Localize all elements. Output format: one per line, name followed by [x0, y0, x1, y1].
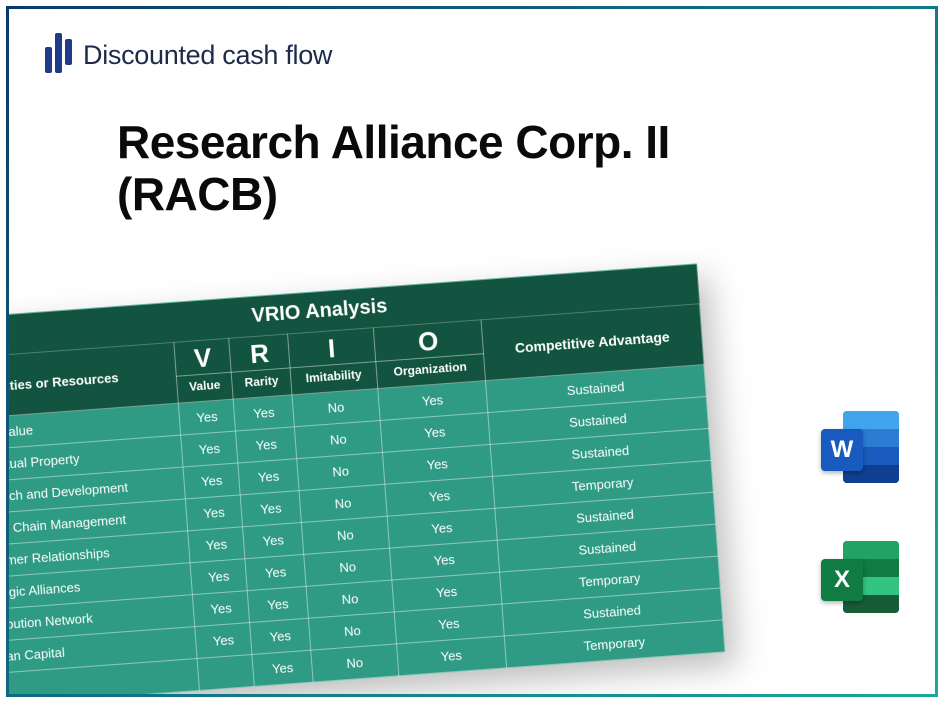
col-v-letter: V	[174, 338, 232, 376]
cell-r: Yes	[248, 586, 309, 622]
cell-i: No	[311, 644, 399, 682]
cell-r: Yes	[236, 427, 297, 463]
page-title: Research Alliance Corp. II (RACB)	[117, 117, 670, 220]
cell-r: Yes	[245, 554, 306, 590]
cell-r: Yes	[243, 523, 304, 559]
cell-v: Yes	[181, 431, 238, 467]
vrio-table-wrap: VRIO Analysis Capabilities or Resources …	[6, 263, 726, 697]
cell-o: Yes	[396, 636, 506, 676]
col-r-letter: R	[229, 334, 290, 372]
col-v-label: Value	[176, 372, 233, 403]
cell-r: Yes	[252, 650, 313, 686]
brand-mark-icon	[45, 33, 73, 77]
cell-r: Yes	[233, 395, 294, 431]
cell-r: Yes	[250, 618, 311, 654]
cell-v: Yes	[188, 527, 245, 563]
cell-v: Yes	[178, 399, 235, 435]
word-icon[interactable]: W	[821, 411, 899, 489]
cell-v: Yes	[195, 623, 252, 659]
card-frame: Discounted cash flow Research Alliance C…	[6, 6, 938, 697]
cell-r: Yes	[238, 459, 299, 495]
cell-r: Yes	[240, 491, 301, 527]
excel-badge-letter: X	[821, 559, 863, 601]
cell-v: Yes	[192, 591, 249, 627]
excel-icon[interactable]: X	[821, 541, 899, 619]
cell-v	[197, 654, 254, 690]
cell-v: Yes	[185, 495, 242, 531]
headline-line2: (RACB)	[117, 168, 278, 220]
brand-logo: Discounted cash flow	[45, 33, 332, 77]
headline-line1: Research Alliance Corp. II	[117, 116, 670, 168]
cell-v: Yes	[183, 463, 240, 499]
vrio-table: VRIO Analysis Capabilities or Resources …	[6, 263, 726, 697]
cell-v: Yes	[190, 559, 247, 595]
word-badge-letter: W	[821, 429, 863, 471]
export-icons: W X	[821, 411, 899, 619]
brand-name: Discounted cash flow	[83, 40, 332, 71]
